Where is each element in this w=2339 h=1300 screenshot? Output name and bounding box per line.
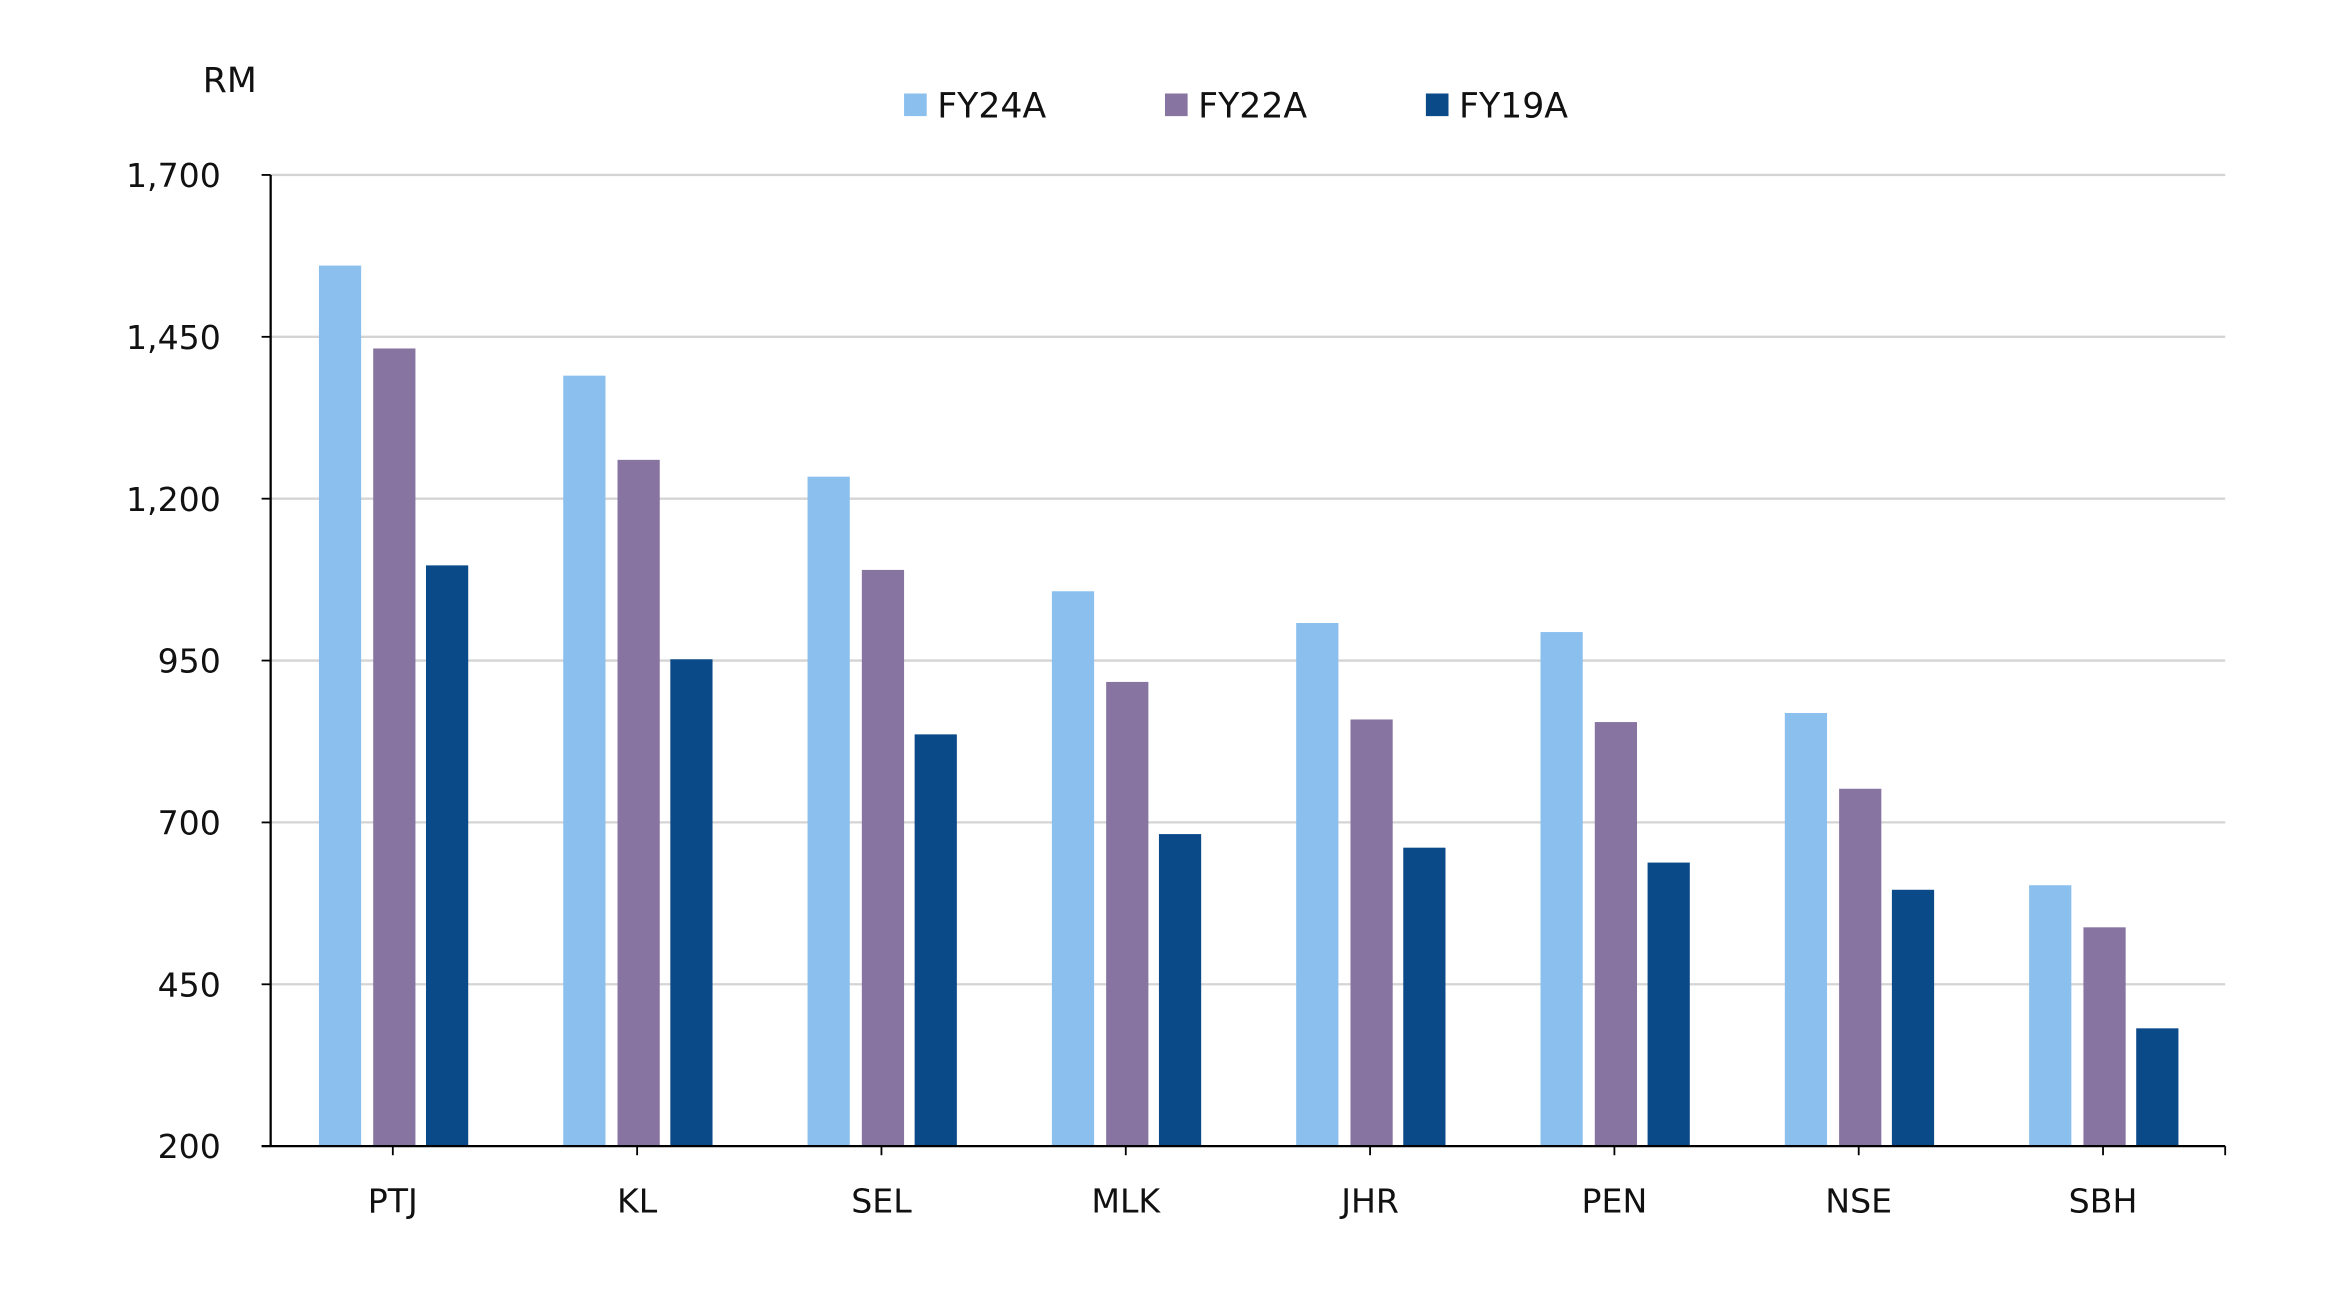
- bar-sbh-fy22a: [2083, 927, 2126, 1147]
- y-tick-label: 1,450: [126, 318, 221, 357]
- y-tick-label: 1,200: [126, 480, 221, 519]
- bar-nse-fy22a: [1839, 788, 1882, 1147]
- y-tick-label: 1,700: [126, 156, 221, 195]
- bar-pen-fy22a: [1594, 722, 1638, 1147]
- bar-ptj-fy19a: [425, 565, 469, 1147]
- bar-jhr-fy24a: [1296, 623, 1339, 1147]
- x-tick-label: PEN: [1582, 1182, 1648, 1221]
- x-tick-label: KL: [617, 1182, 658, 1221]
- x-tick-label: PTJ: [368, 1182, 418, 1221]
- legend-swatch-fy22a: [1164, 93, 1188, 117]
- bar-sel-fy24a: [807, 476, 850, 1147]
- y-tick-labels: 200 450 700 950 1,200 1,450 1,700: [126, 156, 221, 1166]
- bar-mlk-fy22a: [1106, 681, 1149, 1147]
- bar-kl-fy19a: [670, 659, 713, 1147]
- bar-kl-fy24a: [563, 375, 606, 1147]
- bar-sel-fy19a: [914, 734, 957, 1147]
- bar-sbh-fy19a: [2136, 1028, 2179, 1147]
- bars: [318, 265, 2179, 1147]
- bar-mlk-fy19a: [1158, 834, 1202, 1147]
- x-tick-label: SEL: [851, 1182, 912, 1221]
- x-tick-label: MLK: [1091, 1182, 1161, 1221]
- bar-kl-fy22a: [617, 459, 660, 1147]
- bar-ptj-fy24a: [318, 265, 362, 1147]
- bar-sbh-fy24a: [2029, 885, 2072, 1147]
- bar-pen-fy19a: [1647, 862, 1690, 1147]
- bar-jhr-fy22a: [1350, 719, 1393, 1147]
- legend: FY24A FY22A FY19A: [904, 87, 1568, 127]
- legend-swatch-fy19a: [1425, 93, 1449, 117]
- bar-mlk-fy24a: [1051, 591, 1095, 1147]
- bar-sel-fy22a: [861, 569, 905, 1147]
- legend-label-fy24a: FY24A: [937, 87, 1046, 127]
- x-tick-label: JHR: [1339, 1182, 1399, 1221]
- bar-nse-fy19a: [1891, 889, 1935, 1147]
- bar-jhr-fy19a: [1403, 847, 1446, 1147]
- axes: [261, 174, 2227, 1156]
- legend-swatch-fy24a: [904, 93, 927, 117]
- y-tick-label: 700: [158, 803, 221, 842]
- bar-nse-fy24a: [1784, 713, 1828, 1147]
- legend-label-fy19a: FY19A: [1459, 87, 1568, 127]
- legend-label-fy22a: FY22A: [1198, 87, 1307, 127]
- y-tick-label: 450: [158, 965, 221, 1004]
- y-tick-label: 950: [158, 642, 221, 681]
- bar-pen-fy24a: [1540, 632, 1583, 1147]
- x-tick-label: SBH: [2069, 1182, 2138, 1221]
- bar-ptj-fy22a: [373, 348, 416, 1147]
- x-tick-labels: PTJ KL SEL MLK JHR PEN NSE SBH: [368, 1182, 2138, 1221]
- x-tick-label: NSE: [1825, 1182, 1892, 1221]
- y-tick-label: 200: [158, 1127, 221, 1166]
- y-axis-unit-label: RM: [203, 61, 257, 101]
